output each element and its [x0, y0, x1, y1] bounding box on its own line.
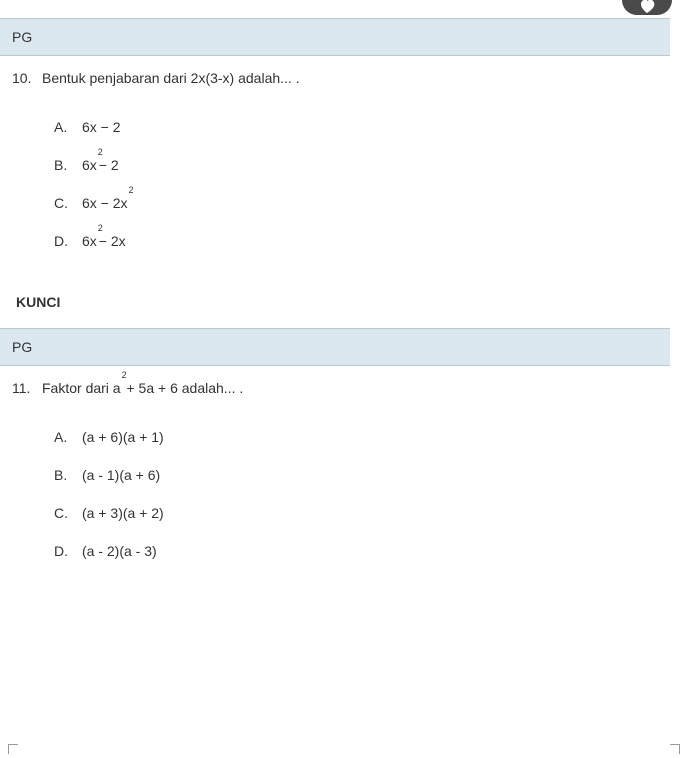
superscript: 2 [98, 223, 103, 233]
question-block: 10. Bentuk penjabaran dari 2x(3-x) adala… [0, 56, 670, 270]
option-letter: C. [54, 195, 82, 211]
option-text: 6x − 2x2 [82, 195, 130, 211]
option-text: 6x2 − 2x [82, 233, 126, 249]
heart-icon [639, 0, 655, 13]
options-list: A. 6x − 2 B. 6x2 − 2 C. 6x − 2x2 D. [12, 86, 658, 270]
favorite-bubble[interactable] [622, 0, 672, 15]
option-item[interactable]: D. (a - 2)(a - 3) [54, 532, 658, 570]
option-letter: D. [54, 543, 82, 559]
question-text: Bentuk penjabaran dari 2x(3-x) adalah...… [42, 70, 658, 86]
option-letter: B. [54, 467, 82, 483]
option-item[interactable]: B. (a - 1)(a + 6) [54, 456, 658, 494]
option-text: 6x − 2 [82, 119, 121, 135]
option-letter: D. [54, 233, 82, 249]
answer-key-label: KUNCI [16, 294, 60, 310]
crop-mark [679, 744, 680, 754]
question-number: 10. [12, 70, 42, 86]
question-text: Faktor dari a2 + 5a + 6 adalah... . [42, 380, 658, 396]
superscript: 2 [98, 147, 103, 157]
option-letter: B. [54, 157, 82, 173]
page: PG 10. Bentuk penjabaran dari 2x(3-x) ad… [0, 0, 682, 758]
options-list: A. (a + 6)(a + 1) B. (a - 1)(a + 6) C. (… [12, 396, 658, 580]
option-item[interactable]: B. 6x2 − 2 [54, 146, 658, 184]
option-item[interactable]: A. (a + 6)(a + 1) [54, 418, 658, 456]
section-header-label: PG [12, 29, 32, 45]
section-header: PG [0, 18, 670, 56]
option-item[interactable]: D. 6x2 − 2x [54, 222, 658, 260]
superscript: 2 [129, 185, 134, 195]
option-item[interactable]: C. 6x − 2x2 [54, 184, 658, 222]
section-header: PG [0, 328, 670, 366]
option-letter: C. [54, 505, 82, 521]
option-letter: A. [54, 429, 82, 445]
section-header-label: PG [12, 339, 32, 355]
answer-key-section: KUNCI [0, 270, 670, 328]
crop-mark [8, 744, 18, 745]
option-text: (a - 2)(a - 3) [82, 543, 157, 559]
option-text: (a + 6)(a + 1) [82, 429, 164, 445]
option-letter: A. [54, 119, 82, 135]
question-number: 11. [12, 380, 42, 396]
superscript: 2 [122, 370, 127, 380]
crop-mark [670, 744, 680, 745]
question-block: 11. Faktor dari a2 + 5a + 6 adalah... . … [0, 366, 670, 580]
option-text: (a + 3)(a + 2) [82, 505, 164, 521]
option-item[interactable]: C. (a + 3)(a + 2) [54, 494, 658, 532]
crop-mark [8, 744, 9, 754]
option-text: (a - 1)(a + 6) [82, 467, 160, 483]
option-text: 6x2 − 2 [82, 157, 119, 173]
option-item[interactable]: A. 6x − 2 [54, 108, 658, 146]
